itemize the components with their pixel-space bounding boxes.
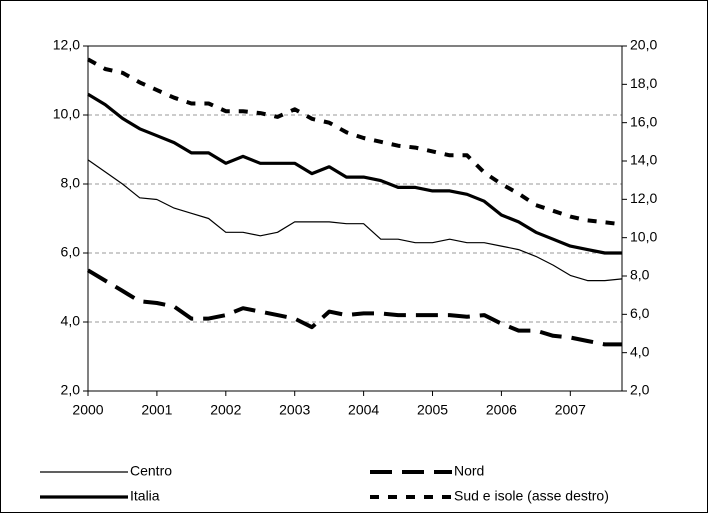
y-tick-label: 8,0	[61, 175, 81, 191]
x-tick-label: 2007	[555, 402, 586, 418]
series-line	[87, 92, 622, 255]
y-tick-label: 2,0	[61, 382, 81, 398]
x-tick-label: 2004	[348, 402, 379, 418]
y-tick-label: 6,0	[61, 244, 81, 260]
x-tick-label: 2002	[210, 402, 241, 418]
series-line	[86, 268, 622, 347]
x-tick-label: 2003	[279, 402, 310, 418]
x-tick-label: 2006	[486, 402, 517, 418]
y2-tick-label: 14,0	[630, 152, 657, 168]
legend-label: Italia	[130, 488, 160, 504]
y2-tick-label: 4,0	[630, 343, 650, 359]
x-tick-label: 2005	[417, 402, 448, 418]
plot-area	[87, 45, 623, 392]
legend-label: Nord	[454, 463, 484, 479]
y2-tick-label: 20,0	[630, 37, 657, 53]
y2-tick-label: 2,0	[630, 382, 650, 398]
y2-tick-label: 6,0	[630, 305, 650, 321]
y-tick-label: 4,0	[61, 313, 81, 329]
y-tick-label: 12,0	[53, 37, 80, 53]
y2-tick-label: 12,0	[630, 190, 657, 206]
y2-tick-label: 8,0	[630, 267, 650, 283]
x-tick-label: 2000	[72, 402, 103, 418]
x-tick-label: 2001	[141, 402, 172, 418]
y2-tick-label: 16,0	[630, 113, 657, 129]
series-line	[87, 159, 623, 282]
y2-tick-label: 10,0	[630, 228, 657, 244]
series-line	[87, 57, 623, 227]
legend-label: Centro	[130, 463, 172, 479]
legend-label: Sud e isole (asse destro)	[454, 488, 609, 504]
y2-tick-label: 18,0	[630, 75, 657, 91]
y-tick-label: 10,0	[53, 106, 80, 122]
